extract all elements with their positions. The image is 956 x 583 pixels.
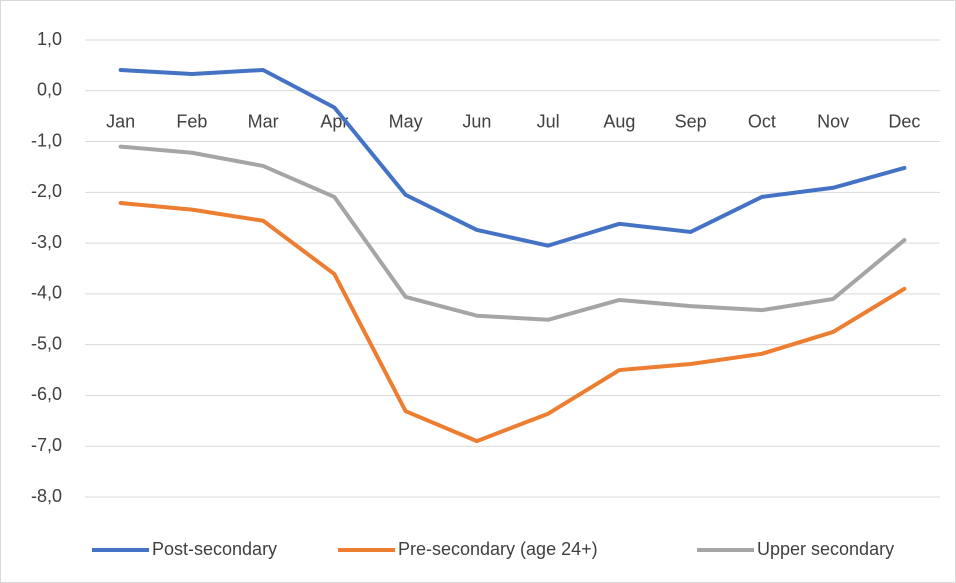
series-line <box>118 67 907 248</box>
series-line <box>118 200 907 444</box>
series-line <box>118 144 907 322</box>
y-tick-label: -1,0 <box>31 130 62 150</box>
y-tick-label: -5,0 <box>31 333 62 353</box>
x-tick-label: Aug <box>603 112 635 132</box>
x-tick-label: Feb <box>176 112 207 132</box>
x-tick-label: Jul <box>537 112 560 132</box>
x-tick-label: May <box>389 112 423 132</box>
x-tick-label: Mar <box>248 112 279 132</box>
x-tick-label: Sep <box>675 112 707 132</box>
x-tick-label: Jan <box>106 112 135 132</box>
y-tick-label: -7,0 <box>31 435 62 455</box>
y-tick-label: 0,0 <box>37 80 62 100</box>
legend-label: Post-secondary <box>152 539 277 559</box>
y-tick-label: -3,0 <box>31 232 62 252</box>
y-tick-label: -2,0 <box>31 181 62 201</box>
x-tick-label: Jun <box>462 112 491 132</box>
y-tick-label: -4,0 <box>31 283 62 303</box>
x-tick-label: Oct <box>748 112 776 132</box>
legend-label: Pre-secondary (age 24+) <box>398 539 598 559</box>
y-tick-label: -6,0 <box>31 384 62 404</box>
x-tick-label: Nov <box>817 112 849 132</box>
legend-label: Upper secondary <box>757 539 894 559</box>
x-tick-label: Dec <box>888 112 920 132</box>
y-tick-label: 1,0 <box>37 29 62 49</box>
y-tick-label: -8,0 <box>31 486 62 506</box>
